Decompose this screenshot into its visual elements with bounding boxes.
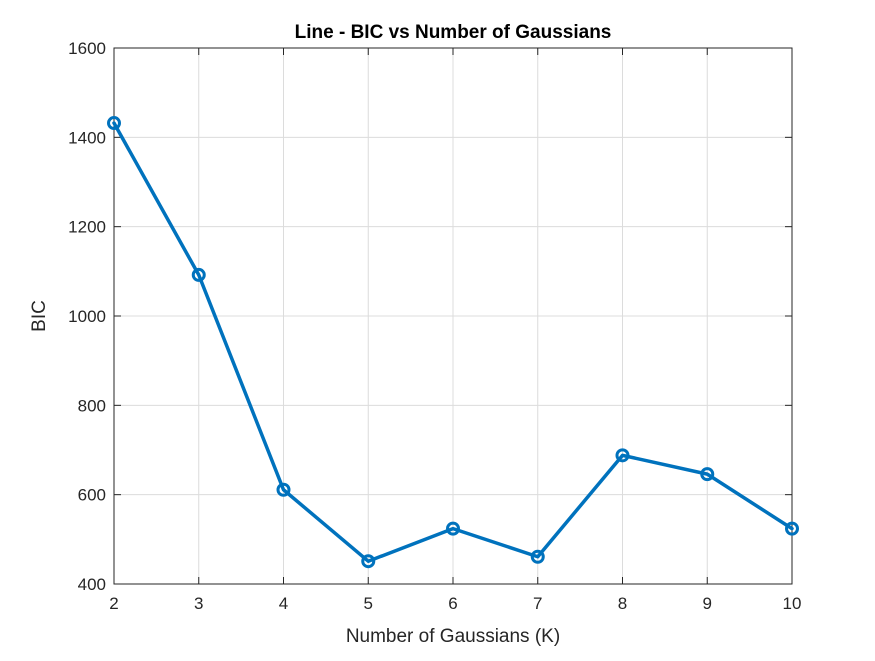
x-tick-label: 3 [194, 594, 203, 613]
y-tick-label: 1400 [68, 128, 106, 147]
y-tick-label: 1000 [68, 307, 106, 326]
x-tick-label: 5 [364, 594, 373, 613]
x-tick-label: 6 [448, 594, 457, 613]
data-point-marker [615, 448, 630, 463]
x-tick-label: 4 [279, 594, 288, 613]
x-tick-label: 2 [109, 594, 118, 613]
y-tick-label: 1200 [68, 218, 106, 237]
x-tick-label: 7 [533, 594, 542, 613]
data-point-marker [107, 116, 121, 131]
x-tick-label: 9 [703, 594, 712, 613]
data-point-marker [785, 521, 799, 536]
x-tick-label: 8 [618, 594, 627, 613]
data-point-marker [191, 267, 206, 282]
data-point-marker [276, 482, 291, 497]
y-tick-label: 1600 [68, 39, 106, 58]
chart-title: Line - BIC vs Number of Gaussians [295, 22, 612, 43]
x-axis-label: Number of Gaussians (K) [346, 626, 560, 647]
data-point-marker [530, 549, 545, 564]
y-tick-label: 600 [78, 486, 106, 505]
series-line [112, 121, 794, 563]
x-tick-label: 10 [783, 594, 802, 613]
data-point-marker [700, 467, 715, 482]
y-tick-labels: 400 600 800 1000 1200 1400 1600 [68, 39, 106, 594]
data-point-marker [446, 521, 460, 536]
data-point-marker [361, 554, 376, 569]
y-axis-label: BIC [29, 300, 50, 332]
series-layer [107, 116, 799, 569]
tick-marks [113, 47, 793, 585]
y-tick-label: 800 [78, 396, 106, 415]
x-tick-labels: 2 3 4 5 6 7 8 9 10 [109, 594, 801, 613]
y-tick-label: 400 [78, 575, 106, 594]
